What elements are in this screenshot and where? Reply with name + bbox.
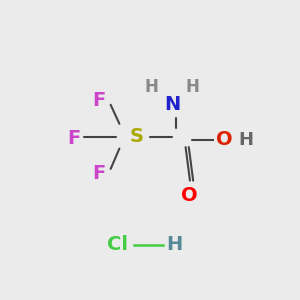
Text: H: H xyxy=(185,78,199,96)
Text: F: F xyxy=(92,91,106,110)
Text: N: N xyxy=(164,95,180,114)
Text: O: O xyxy=(181,186,198,205)
Text: O: O xyxy=(216,130,233,149)
Text: Cl: Cl xyxy=(107,235,128,254)
Text: F: F xyxy=(68,129,81,148)
Text: H: H xyxy=(167,235,183,254)
Text: H: H xyxy=(145,78,158,96)
Text: H: H xyxy=(239,131,254,149)
Text: F: F xyxy=(92,164,106,183)
Text: S: S xyxy=(130,128,144,146)
